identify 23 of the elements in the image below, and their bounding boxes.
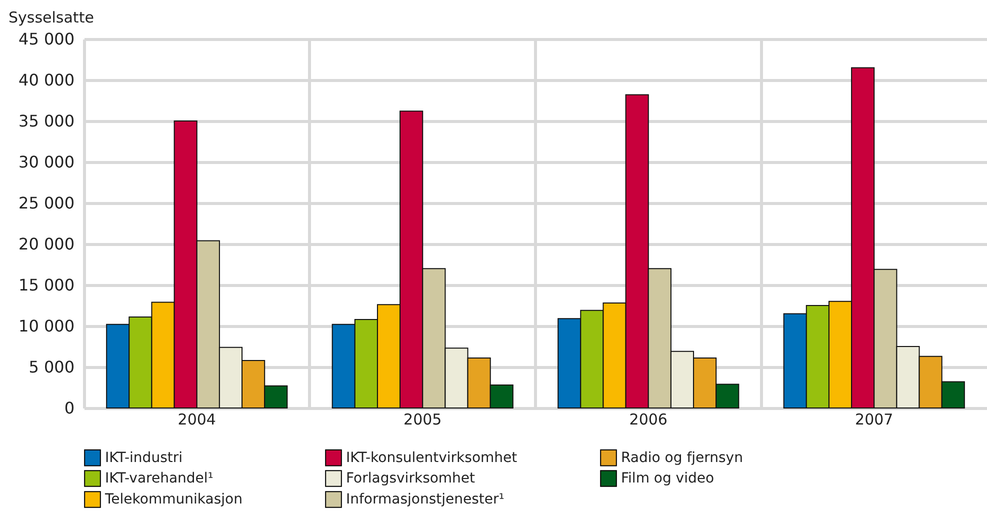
legend-label: IKT-industri	[105, 450, 182, 466]
legend-label: IKT-konsulentvirksomhet	[346, 450, 518, 466]
y-tick-label: 0	[64, 398, 74, 418]
legend-label: Informasjonstjenester¹	[346, 492, 504, 508]
y-tick-label: 35 000	[18, 112, 74, 130]
legend-label: Radio og fjernsyn	[621, 450, 743, 466]
x-tick-label: 2005	[404, 410, 442, 428]
legend-label: Forlagsvirksomhet	[346, 470, 476, 486]
y-tick-label: 30 000	[18, 152, 74, 172]
y-axis-title: Sysselsatte	[8, 8, 94, 26]
y-tick-label: 45 000	[18, 30, 74, 48]
y-tick-label: 5 000	[28, 358, 74, 376]
legend-label: IKT-varehandel¹	[105, 470, 214, 486]
legend-label: Film og video	[621, 470, 714, 486]
y-tick-label: 10 000	[18, 316, 74, 336]
y-tick-label: 20 000	[18, 234, 74, 254]
y-tick-label: 15 000	[18, 276, 74, 294]
x-tick-label: 2006	[629, 410, 668, 428]
y-tick-label: 25 000	[18, 194, 74, 212]
legend-label: Telekommunikasjon	[104, 492, 242, 508]
x-tick-label: 2004	[178, 410, 216, 428]
x-tick-label: 2007	[855, 410, 894, 428]
y-tick-label: 40 000	[18, 70, 74, 90]
